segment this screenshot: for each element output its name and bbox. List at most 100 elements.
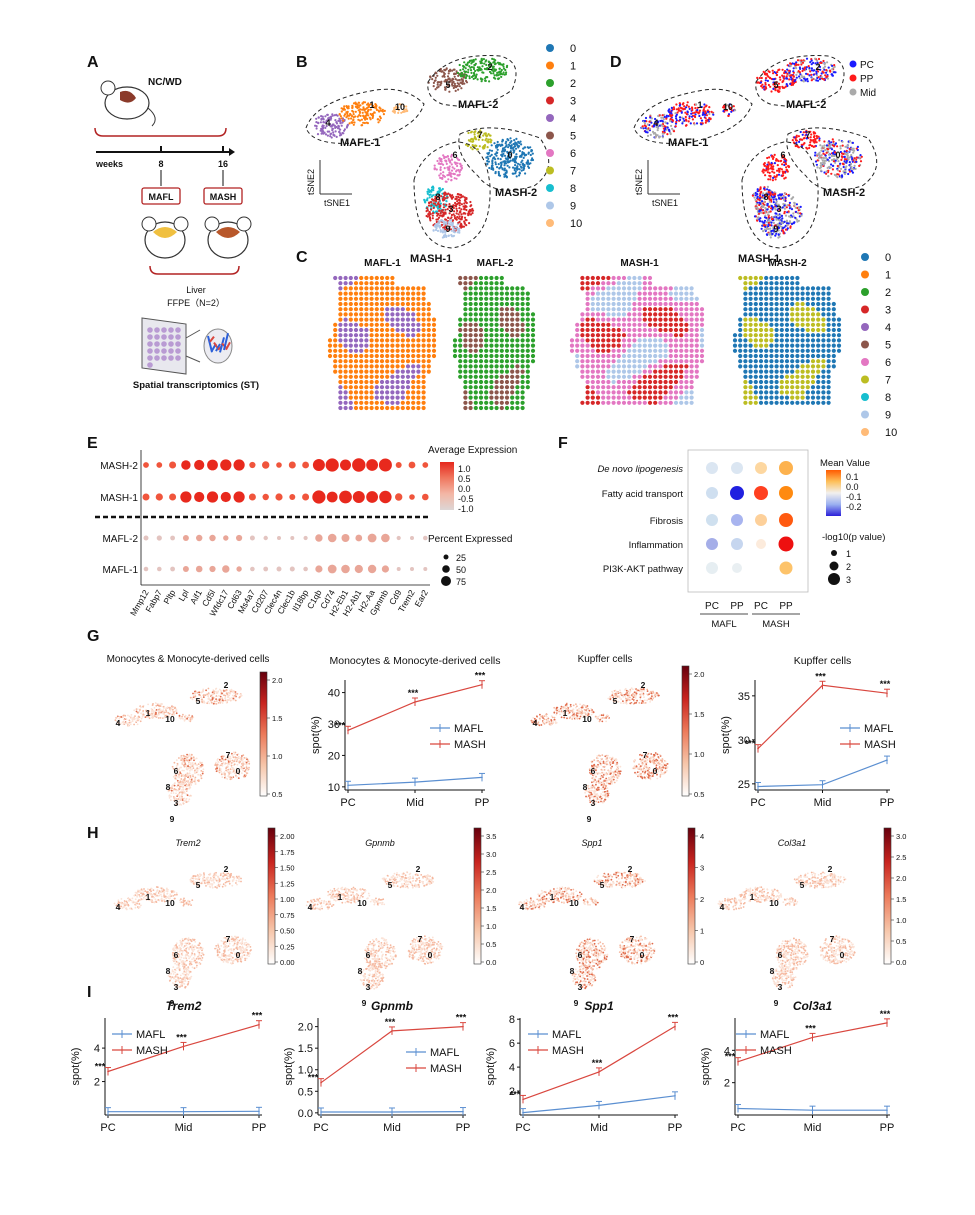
spot — [595, 322, 601, 327]
spot — [348, 296, 353, 301]
spot — [416, 338, 421, 343]
spot — [369, 338, 374, 343]
spot — [606, 348, 611, 353]
spot — [732, 343, 738, 348]
spot — [748, 301, 753, 307]
spot — [653, 338, 658, 343]
spot — [774, 353, 779, 359]
scatter-point — [438, 174, 441, 177]
scatter-point — [428, 189, 431, 192]
spot — [494, 286, 499, 291]
spot — [510, 322, 515, 327]
spot — [379, 296, 385, 301]
scatter-point — [329, 115, 333, 118]
scatter-point — [502, 160, 505, 163]
scatter-point — [681, 122, 684, 125]
spot — [653, 312, 658, 317]
scatter-point — [331, 127, 334, 130]
scatter-point — [698, 114, 701, 118]
spot — [679, 348, 684, 353]
spot — [647, 286, 653, 291]
scatter-point — [789, 225, 792, 228]
spot — [385, 379, 390, 385]
scatter-point — [469, 146, 472, 149]
spot — [694, 307, 699, 312]
scatter-point — [334, 130, 337, 133]
spot — [774, 291, 779, 296]
spot — [627, 281, 632, 286]
spot — [668, 359, 673, 364]
spot — [590, 307, 595, 312]
scatter-point — [337, 119, 340, 122]
spot — [343, 312, 348, 317]
spot — [743, 275, 748, 281]
scatter-point — [444, 80, 447, 83]
spot — [504, 343, 510, 348]
scatter-point — [527, 146, 530, 149]
scatter-point — [432, 229, 435, 232]
spot — [663, 348, 668, 353]
scatter-point — [815, 74, 819, 77]
scatter-point — [455, 225, 458, 228]
spot — [580, 338, 585, 343]
cluster-number: 9 — [773, 224, 778, 234]
scatter-point — [335, 135, 338, 138]
scatter-point — [465, 70, 468, 73]
spot — [468, 338, 473, 343]
spot — [359, 395, 364, 400]
spot — [627, 374, 632, 379]
spot — [642, 395, 647, 400]
spot — [458, 281, 463, 286]
spot — [510, 400, 515, 405]
spot — [758, 390, 764, 395]
scatter-point — [823, 144, 826, 147]
scatter-point — [807, 65, 810, 68]
scatter-point — [453, 173, 456, 176]
spot — [621, 301, 627, 307]
spot — [348, 317, 353, 322]
cluster-number: 10 — [723, 102, 733, 112]
scatter-point — [453, 177, 456, 180]
spot — [364, 322, 369, 327]
spot — [784, 281, 790, 286]
spot — [590, 348, 595, 353]
spot — [637, 369, 642, 374]
scatter-point — [335, 122, 339, 125]
spot — [348, 359, 353, 364]
spot — [595, 286, 601, 291]
spot — [769, 353, 774, 359]
scatter-point — [451, 166, 454, 169]
scatter-point — [763, 162, 766, 165]
scatter-point — [785, 220, 789, 223]
spot — [601, 343, 606, 348]
spot — [489, 286, 494, 291]
spot — [395, 405, 400, 411]
spot — [575, 359, 580, 364]
scatter-point — [644, 127, 647, 130]
scatter-point — [442, 206, 445, 209]
spot — [689, 395, 694, 400]
spot — [663, 317, 668, 322]
spot — [463, 312, 468, 317]
scatter-point — [851, 157, 854, 160]
spot — [515, 374, 520, 379]
scatter-point — [823, 162, 826, 165]
scatter-point — [822, 67, 825, 70]
spot — [411, 379, 416, 385]
spot — [601, 400, 606, 405]
spot — [779, 327, 784, 333]
spot — [753, 286, 758, 291]
scatter-point — [458, 170, 461, 173]
spot — [790, 364, 795, 369]
spot — [601, 307, 606, 312]
spot — [369, 275, 374, 281]
scatter-point — [799, 212, 802, 215]
scatter-point — [495, 146, 498, 149]
scatter-point — [321, 130, 324, 133]
spot — [385, 385, 390, 390]
panel-letter: D — [610, 54, 622, 71]
spot — [616, 291, 621, 296]
scatter-point — [657, 114, 660, 118]
scatter-point — [398, 103, 401, 106]
spot — [348, 343, 353, 348]
